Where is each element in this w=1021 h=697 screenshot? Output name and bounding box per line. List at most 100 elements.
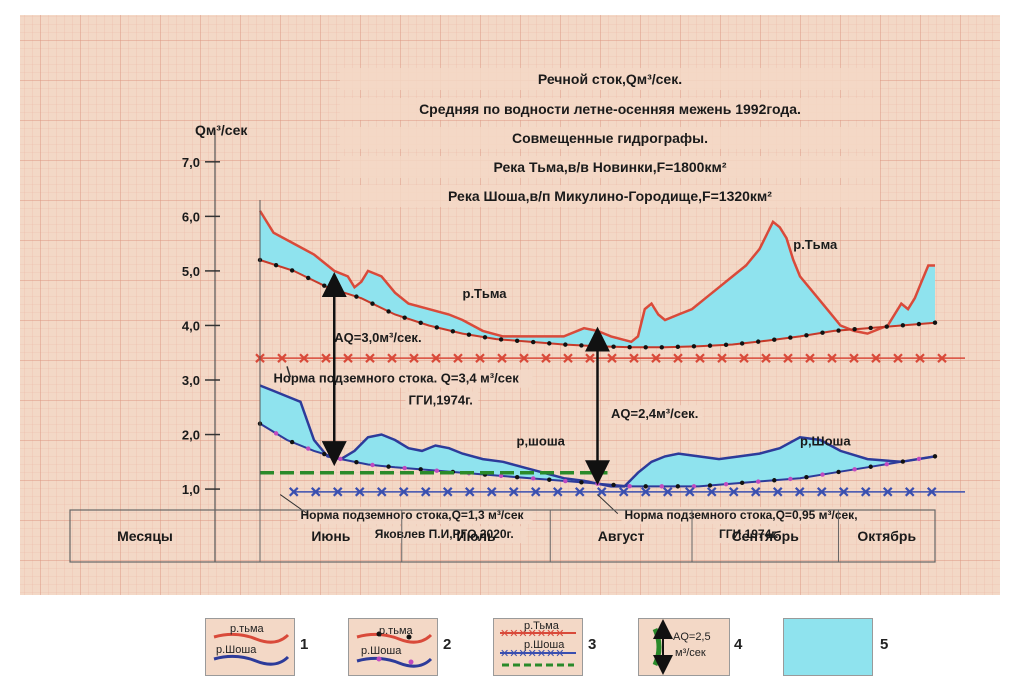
annotation-2: р,шоша [517, 433, 566, 448]
series-4-norm-marker [497, 353, 507, 363]
series-4-norm-marker [717, 353, 727, 363]
y-axis-label: Qм³/сек [195, 122, 248, 138]
series-1-baseflow-point [627, 345, 632, 350]
series-5-norm-marker [596, 487, 607, 497]
legend-1-label-a: р.тьма [230, 623, 264, 635]
series-5-norm-marker [552, 487, 563, 497]
series-3-baseflow-point [852, 467, 857, 472]
legend-3-swatch: ✕✕✕✕✕✕✕ ✕✕✕✕✕✕✕ [500, 627, 576, 667]
series-5-norm-marker [684, 487, 695, 497]
series-1-baseflow-point [804, 333, 809, 338]
series-4-norm-marker [519, 353, 529, 363]
series-3-baseflow-point [547, 477, 552, 482]
series-4-norm-marker [805, 353, 815, 363]
series-3-baseflow-point [402, 465, 407, 471]
series-3-baseflow-point [386, 464, 391, 469]
title-backdrop [340, 68, 880, 90]
svg-text:✕✕✕✕✕✕✕: ✕✕✕✕✕✕✕ [500, 627, 565, 640]
annotation-layer: р.Тьма р.Тьма р,шоша р,Шоша AQ=3,0м³/сек. AQ=… [270, 237, 871, 544]
series-5-norm-marker [508, 487, 519, 497]
series-1-baseflow-point [450, 329, 456, 334]
legend-2-label-b: р.Шоша [361, 645, 402, 657]
legend-item-2: р.тьма р.Шоша [348, 618, 438, 676]
series-1-baseflow-point [547, 341, 552, 346]
series-1-baseflow-point [900, 323, 906, 328]
y-tick-label: 2,0 [182, 428, 200, 443]
series-3-baseflow-point [289, 439, 295, 445]
annotation-0: р.Тьма [463, 286, 508, 301]
series-5-norm-marker [750, 487, 761, 497]
legend-item-3: ✕✕✕✕✕✕✕ ✕✕✕✕✕✕✕ р.Тьма р.Шоша [493, 618, 583, 676]
difference-fill-tma [260, 210, 935, 348]
series-3-baseflow-point [675, 484, 681, 489]
series-5-norm-marker [772, 487, 783, 497]
series-5-norm-marker [816, 487, 827, 497]
series-4-norm-marker [453, 353, 463, 363]
series-1-baseflow-point [289, 268, 295, 273]
series-1-baseflow-point [739, 341, 745, 346]
series-4-norm-marker [651, 353, 661, 363]
series-3-baseflow-point [563, 478, 568, 484]
series-3-baseflow-point [418, 467, 423, 472]
series-3-baseflow-point [772, 478, 777, 483]
title-backdrop [340, 98, 880, 120]
series-3-baseflow-point [306, 446, 311, 451]
series-3-baseflow-point [498, 473, 504, 479]
title-line-4: Река Шоша,в/п Микулино-Городище,F=1320км… [448, 188, 772, 204]
series-1-baseflow-point [659, 345, 664, 350]
title-line-0: Речной сток,Qм³/сек. [538, 71, 682, 87]
series-5-norm-marker [728, 487, 739, 497]
series-3-baseflow-point [836, 469, 841, 475]
series-1-baseflow-point [611, 344, 616, 349]
series-3-baseflow-point [739, 480, 745, 486]
series-5-norm-marker [310, 487, 321, 497]
series-4-norm-marker [365, 353, 375, 363]
series-5-norm-marker [420, 487, 431, 497]
annotation-5: AQ=2,4м³/сек. [611, 406, 698, 421]
month-label-3: Сентябрь [732, 528, 800, 544]
series-4-norm-marker [937, 353, 947, 363]
series-4-norm-marker [871, 353, 881, 363]
series-3-baseflow-point [338, 456, 343, 462]
series-0-hydrograph [258, 210, 935, 344]
series-3-baseflow-point [820, 472, 825, 477]
series-3-baseflow-point [723, 481, 729, 487]
series-3-baseflow-point [707, 483, 713, 488]
series-5-norm-marker [838, 487, 849, 497]
annotation-1: р.Тьма [793, 237, 838, 252]
series-4-norm-marker [563, 353, 573, 363]
month-label-2: Август [598, 528, 645, 544]
series-1-baseflow-point [756, 339, 761, 344]
series-5-norm-marker [376, 487, 387, 497]
legend-item-1: р.тьма р.Шоша [205, 618, 295, 676]
series-3-baseflow-point [370, 462, 375, 468]
series-5-norm-marker [332, 487, 343, 497]
series-4-norm-marker [299, 353, 309, 363]
series-1-baseflow-point [402, 315, 407, 320]
title-backdrop [340, 127, 880, 149]
series-3-baseflow-point [659, 484, 664, 489]
leader-line [286, 366, 292, 378]
series-5-norm-marker [398, 487, 409, 497]
annotation-7: ГГИ,1974г. [409, 393, 473, 408]
annotation-8: Норма подземного стока,Q=1,3 м³/сек [301, 508, 525, 522]
series-5-norm-marker [926, 487, 937, 497]
series-4-norm-marker [783, 353, 793, 363]
series-1-baseflow-point [563, 342, 568, 347]
month-label-1: Июль [456, 528, 496, 544]
annotation-3: р,Шоша [800, 433, 851, 448]
series-5-norm-marker [882, 487, 893, 497]
series-3-baseflow-point [756, 479, 761, 484]
series-1-baseflow-point [916, 321, 922, 327]
title-backdrop [340, 156, 880, 178]
series-1-baseflow-point [772, 337, 777, 342]
series-3-baseflow-point [531, 476, 536, 481]
y-tick-label: 5,0 [182, 264, 200, 279]
y-tick-label: 3,0 [182, 373, 200, 388]
series-3-baseflow-point [788, 476, 793, 482]
series-1-baseflow-point [707, 343, 713, 348]
series-5-norm-marker [618, 487, 629, 497]
series-1-baseflow-point [820, 330, 825, 335]
series-layer [255, 210, 965, 497]
legend-4-swatch [652, 619, 673, 675]
